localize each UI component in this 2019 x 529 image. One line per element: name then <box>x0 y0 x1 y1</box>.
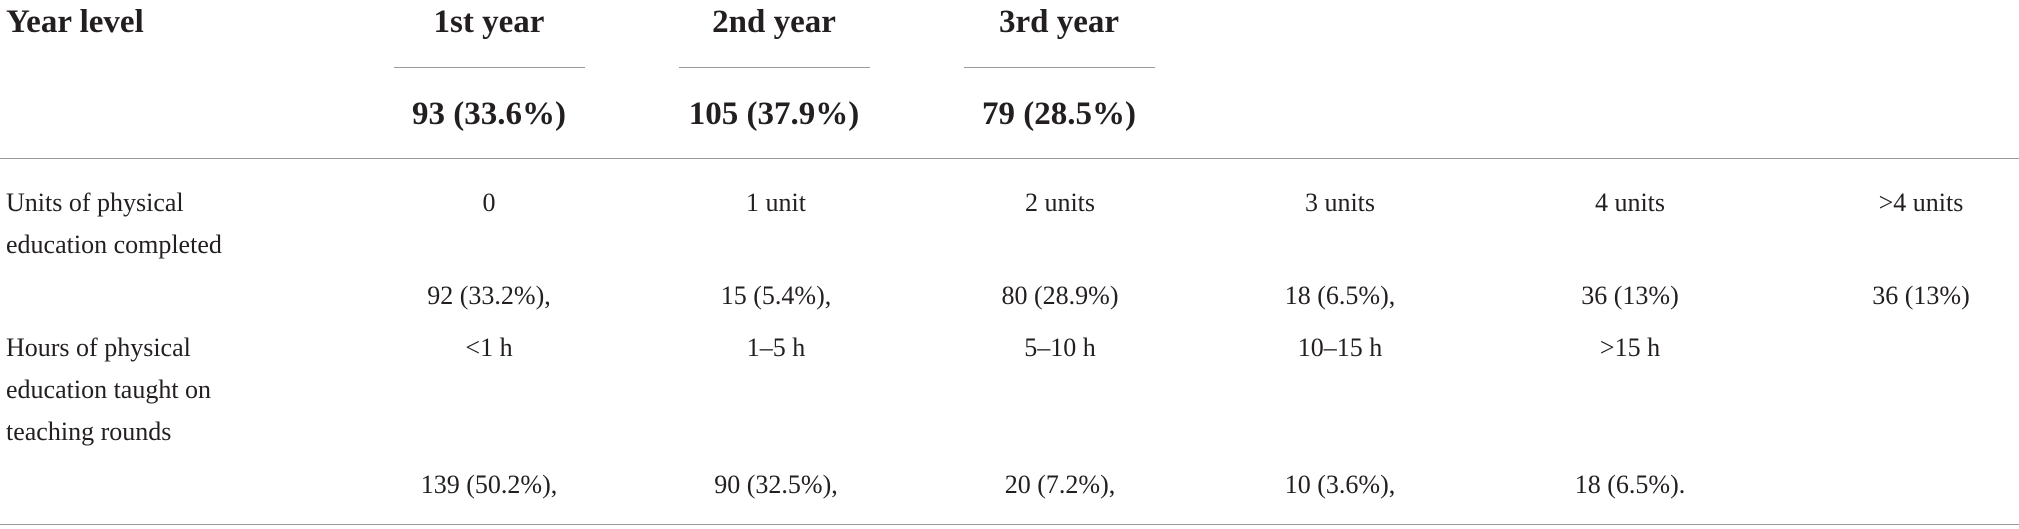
table-bottom-rule <box>0 524 2019 525</box>
units-category: 2 units <box>1024 188 1096 217</box>
units-value: 18 (6.5%), <box>1284 281 1396 310</box>
units-category: 3 units <box>1304 188 1376 217</box>
hours-label-line: education taught on <box>6 375 212 404</box>
units-category: 1 unit <box>746 188 806 217</box>
units-label-line: education completed <box>6 230 222 259</box>
hours-row-label: Hours of physical education taught on te… <box>6 327 211 453</box>
hours-value: 18 (6.5%). <box>1574 470 1686 499</box>
year-3-header: 3rd year <box>998 4 1120 40</box>
units-value: 36 (13%) <box>1581 281 1679 310</box>
units-row-label: Units of physical education completed <box>6 182 222 266</box>
year-2-count: 105 (37.9%) <box>688 96 860 132</box>
units-category: 4 units <box>1594 188 1666 217</box>
hours-category: 10–15 h <box>1297 333 1383 362</box>
units-value: 92 (33.2%), <box>427 281 551 310</box>
hours-category: <1 h <box>465 333 513 362</box>
units-value: 15 (5.4%), <box>720 281 832 310</box>
year-3-underline <box>964 67 1155 68</box>
units-value: 80 (28.9%) <box>1001 281 1119 310</box>
header-divider <box>0 158 2019 159</box>
hours-category: >15 h <box>1599 333 1661 362</box>
year-1-header: 1st year <box>433 4 545 40</box>
year-1-underline <box>394 67 585 68</box>
hours-value: 139 (50.2%), <box>420 470 558 499</box>
hours-label-line: Hours of physical <box>6 333 191 362</box>
year-2-underline <box>679 67 870 68</box>
year-level-header: Year level <box>6 4 144 40</box>
year-1-count: 93 (33.6%) <box>412 96 566 132</box>
hours-category: 1–5 h <box>746 333 806 362</box>
year-3-count: 79 (28.5%) <box>982 96 1136 132</box>
units-label-line: Units of physical <box>6 188 184 217</box>
units-category: >4 units <box>1878 188 1964 217</box>
hours-value: 20 (7.2%), <box>1004 470 1116 499</box>
hours-value: 10 (3.6%), <box>1284 470 1396 499</box>
units-value: 36 (13%) <box>1872 281 1970 310</box>
hours-label-line: teaching rounds <box>6 417 172 446</box>
hours-value: 90 (32.5%), <box>714 470 838 499</box>
units-category: 0 <box>482 188 496 217</box>
year-2-header: 2nd year <box>712 4 836 40</box>
hours-category: 5–10 h <box>1024 333 1096 362</box>
